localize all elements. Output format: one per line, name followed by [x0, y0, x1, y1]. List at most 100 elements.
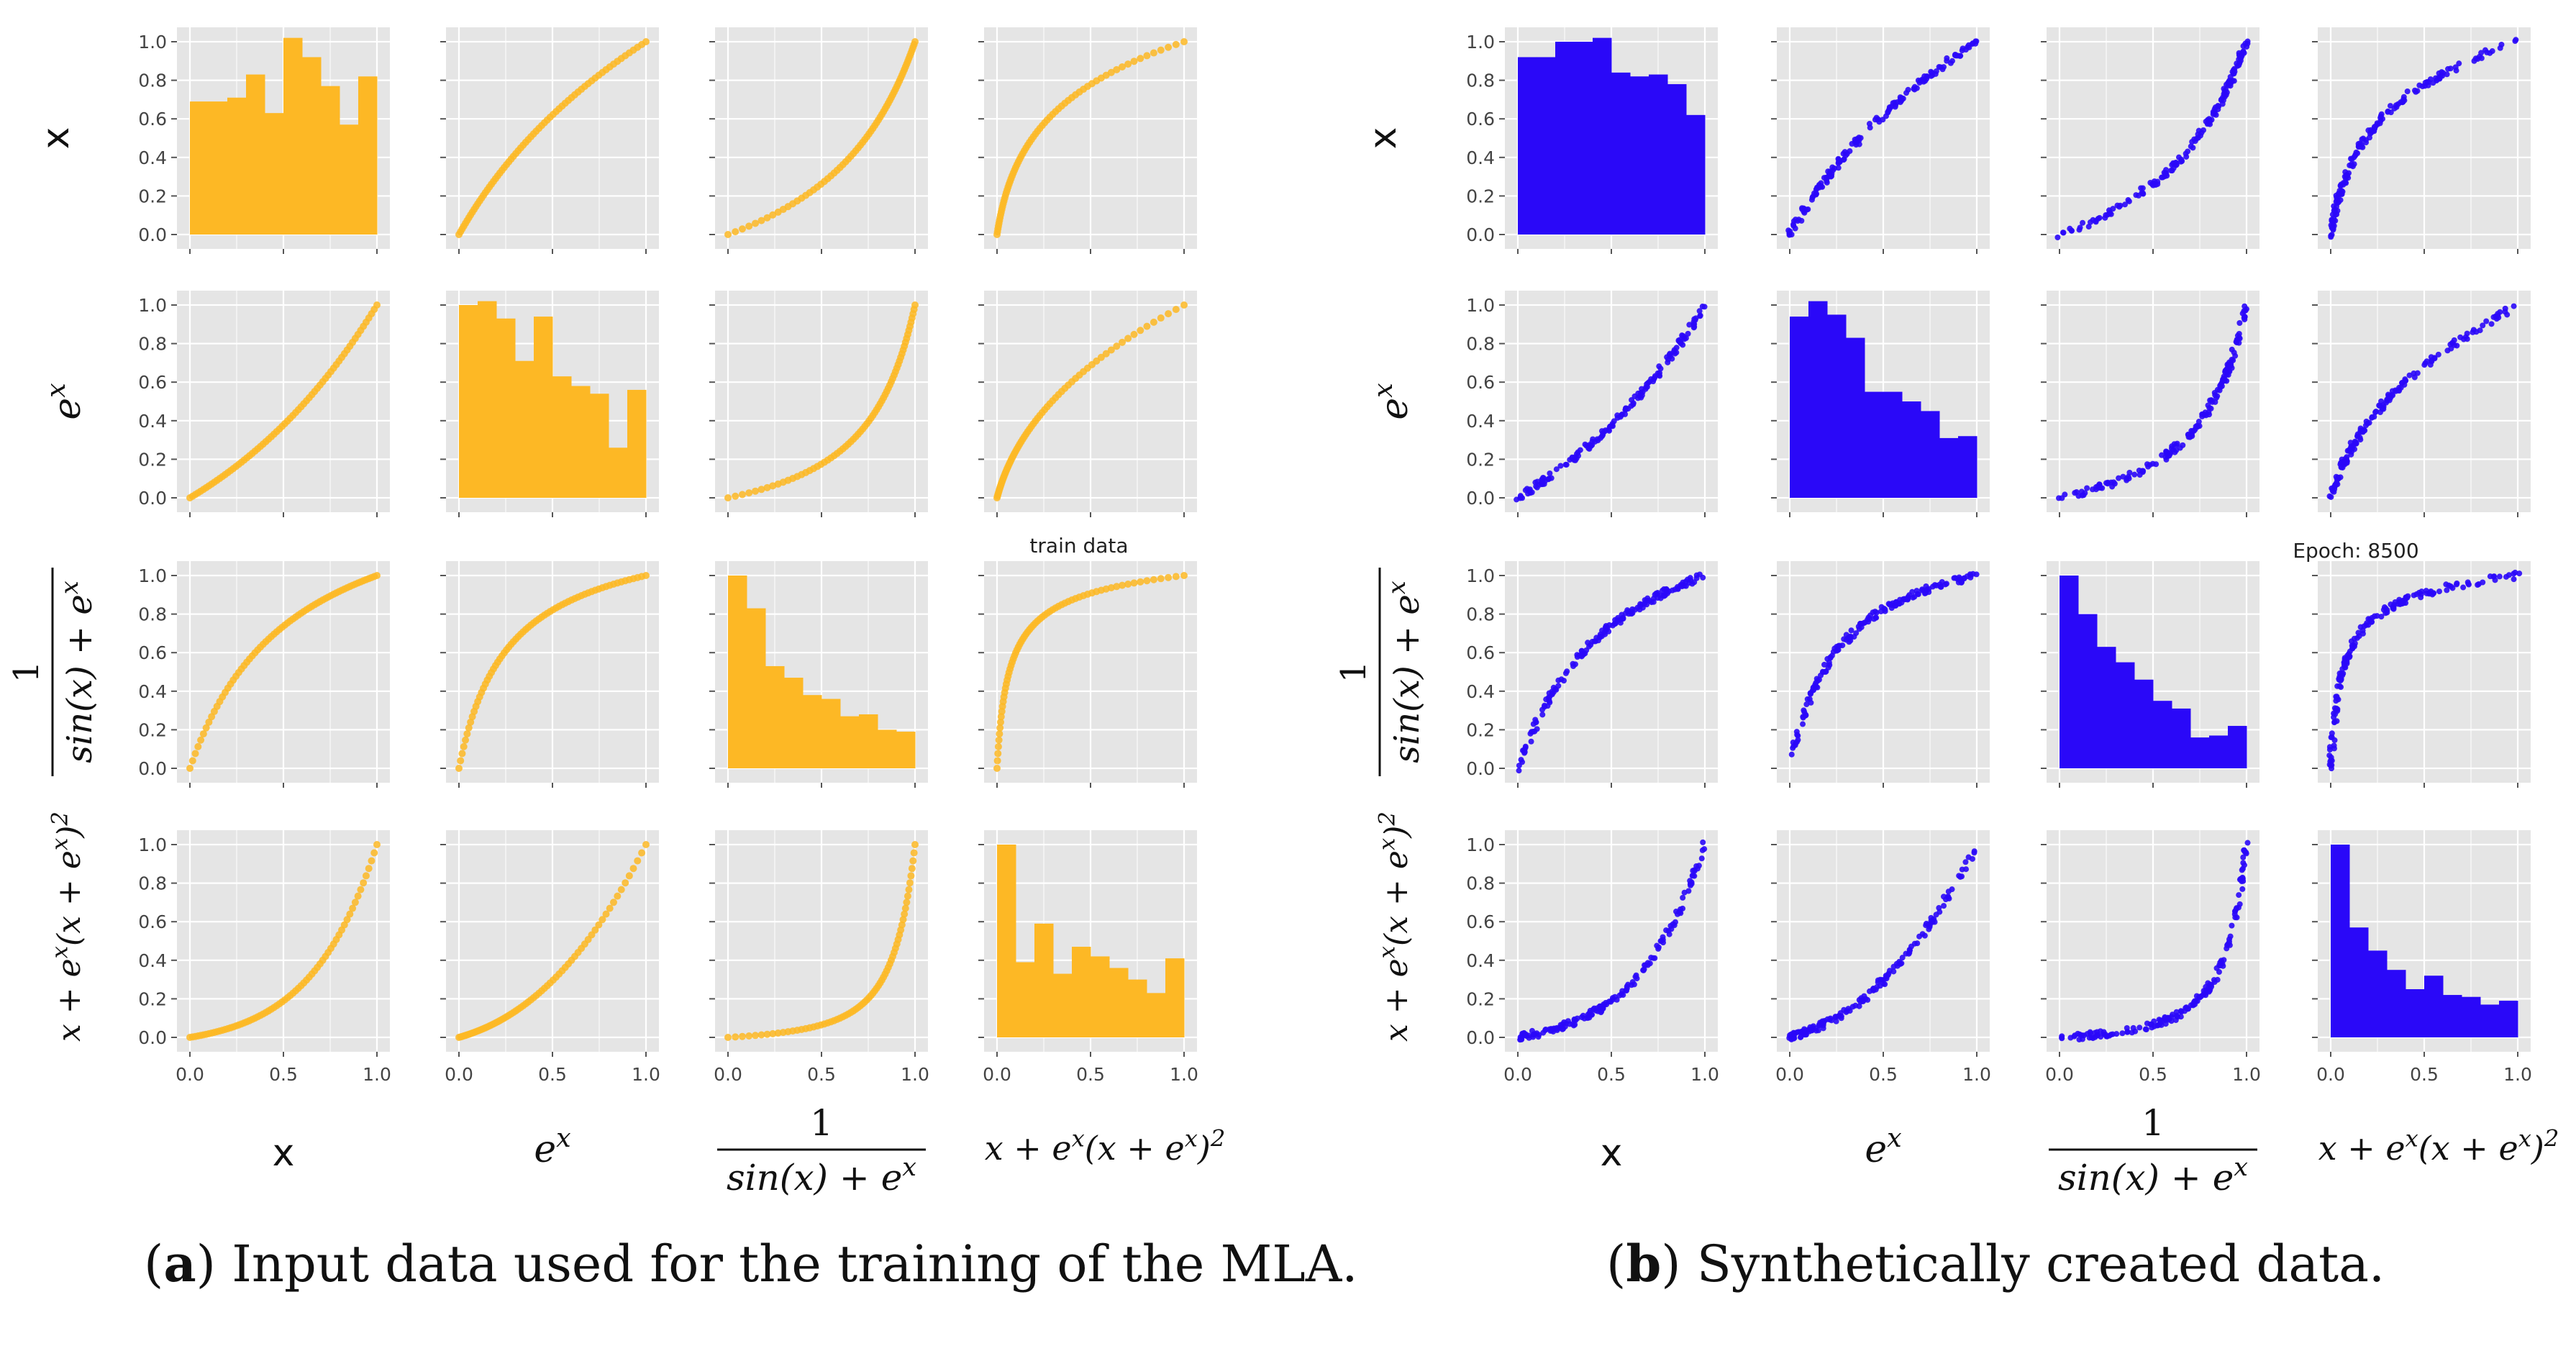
histogram-bar: [2387, 970, 2406, 1037]
scatter-point: [2162, 454, 2169, 460]
scatter-point: [996, 718, 1004, 726]
scatter-point: [2084, 485, 2090, 491]
scatter-point: [2109, 483, 2116, 490]
scatter-point: [1143, 577, 1151, 585]
y-tick-label: 0.6: [1466, 911, 1495, 932]
scatter-point: [2369, 414, 2375, 420]
scatter-point: [373, 841, 381, 848]
scatter-point: [2488, 321, 2495, 327]
scatter-point: [2443, 581, 2449, 588]
scatter-point: [1844, 1008, 1850, 1014]
scatter-point: [2054, 235, 2061, 241]
train-data-title: train data: [1029, 534, 1128, 558]
scatter-point: [2226, 936, 2233, 942]
histogram-bar: [2060, 576, 2079, 768]
scatter-point: [1124, 335, 1132, 342]
panel-synthetic-r2-c1: 0.0 0.2 0.4 0.6 0.8 1.0: [1466, 291, 1718, 517]
scatter-point: [1542, 702, 1548, 709]
scatter-point: [1582, 441, 1588, 447]
scatter-point: [1870, 609, 1876, 616]
scatter-point: [2359, 630, 2366, 637]
scatter-point: [2215, 106, 2221, 112]
y-tick-label: 0.0: [138, 224, 167, 245]
scatter-point: [2452, 64, 2459, 71]
scatter-point: [1811, 687, 1817, 694]
scatter-point: [1533, 719, 1539, 726]
histogram-bar: [571, 386, 591, 498]
scatter-point: [2135, 192, 2142, 199]
y-tick-label: 1.0: [138, 835, 167, 855]
histogram-bar: [1053, 973, 1073, 1037]
scatter-point: [1795, 737, 1801, 743]
scatter-point: [905, 886, 913, 893]
scatter-point: [2390, 606, 2397, 612]
scatter-point: [1107, 583, 1115, 591]
scatter-point: [1693, 863, 1700, 870]
histogram-bar: [496, 318, 516, 498]
x-tick-label: 0.5: [2410, 1064, 2439, 1085]
scatter-point: [463, 730, 471, 738]
scatter-point: [2231, 78, 2237, 84]
scatter-point: [1113, 583, 1121, 591]
histogram-bar: [190, 101, 209, 235]
scatter-point: [340, 921, 348, 929]
scatter-point: [1157, 46, 1165, 54]
scatter-point: [1531, 1031, 1537, 1037]
scatter-point: [1560, 678, 1567, 684]
scatter-point: [2354, 150, 2361, 157]
scatter-point: [724, 494, 732, 501]
scatter-point: [724, 231, 732, 238]
scatter-point: [2136, 1024, 2143, 1031]
scatter-point: [1673, 345, 1680, 351]
scatter-point: [1672, 919, 1678, 925]
histogram-bar: [2097, 647, 2116, 768]
scatter-point: [2062, 491, 2068, 498]
scatter-point: [2240, 860, 2247, 866]
scatter-point: [1803, 701, 1810, 708]
scatter-point: [2168, 168, 2175, 174]
histogram-bar: [1846, 337, 1865, 498]
scatter-point: [1598, 1009, 1604, 1016]
scatter-point: [2347, 440, 2354, 446]
histogram-bar: [590, 394, 609, 498]
scatter-point: [745, 222, 753, 230]
scatter-point: [1150, 49, 1157, 57]
caption-b-letter: b: [1626, 1234, 1662, 1293]
y-tick-label: 1.0: [138, 32, 167, 53]
x-tick-label: 0.0: [2045, 1064, 2074, 1085]
scatter-point: [2242, 303, 2248, 309]
scatter-point: [2085, 224, 2092, 230]
scatter-point: [1811, 190, 1817, 196]
scatter-point: [2436, 588, 2442, 595]
scatter-point: [2387, 103, 2393, 109]
scatter-point: [1516, 768, 1522, 774]
scatter-point: [2395, 101, 2401, 107]
scatter-point: [2119, 1030, 2126, 1037]
synthetic-row-label-frac: 1 sin(x) + ex: [1334, 568, 1427, 776]
scatter-point: [2147, 462, 2153, 468]
scatter-point: [1698, 855, 1705, 862]
scatter-point: [1570, 1022, 1577, 1029]
scatter-point: [1680, 894, 1686, 901]
scatter-point: [1628, 608, 1634, 614]
scatter-point: [1137, 55, 1144, 63]
scatter-point: [1933, 68, 1939, 74]
scatter-point: [1827, 654, 1834, 660]
histogram-bar: [1555, 42, 1575, 235]
scatter-point: [2172, 1017, 2179, 1024]
scatter-point: [1680, 905, 1686, 911]
scatter-point: [362, 872, 370, 880]
scatter-point: [2336, 683, 2343, 689]
scatter-point: [2143, 1026, 2149, 1032]
scatter-point: [599, 916, 606, 924]
x-tick-label: 0.5: [807, 1064, 836, 1085]
scatter-point: [1562, 461, 1569, 468]
scatter-point: [1962, 47, 1969, 53]
y-tick-label: 0.0: [138, 488, 167, 509]
scatter-point: [2152, 181, 2159, 188]
scatter-point: [2140, 468, 2147, 474]
scatter-point: [609, 899, 617, 906]
scatter-point: [757, 1031, 765, 1039]
caption-b: (b) Synthetically created data.: [1606, 1234, 2385, 1293]
